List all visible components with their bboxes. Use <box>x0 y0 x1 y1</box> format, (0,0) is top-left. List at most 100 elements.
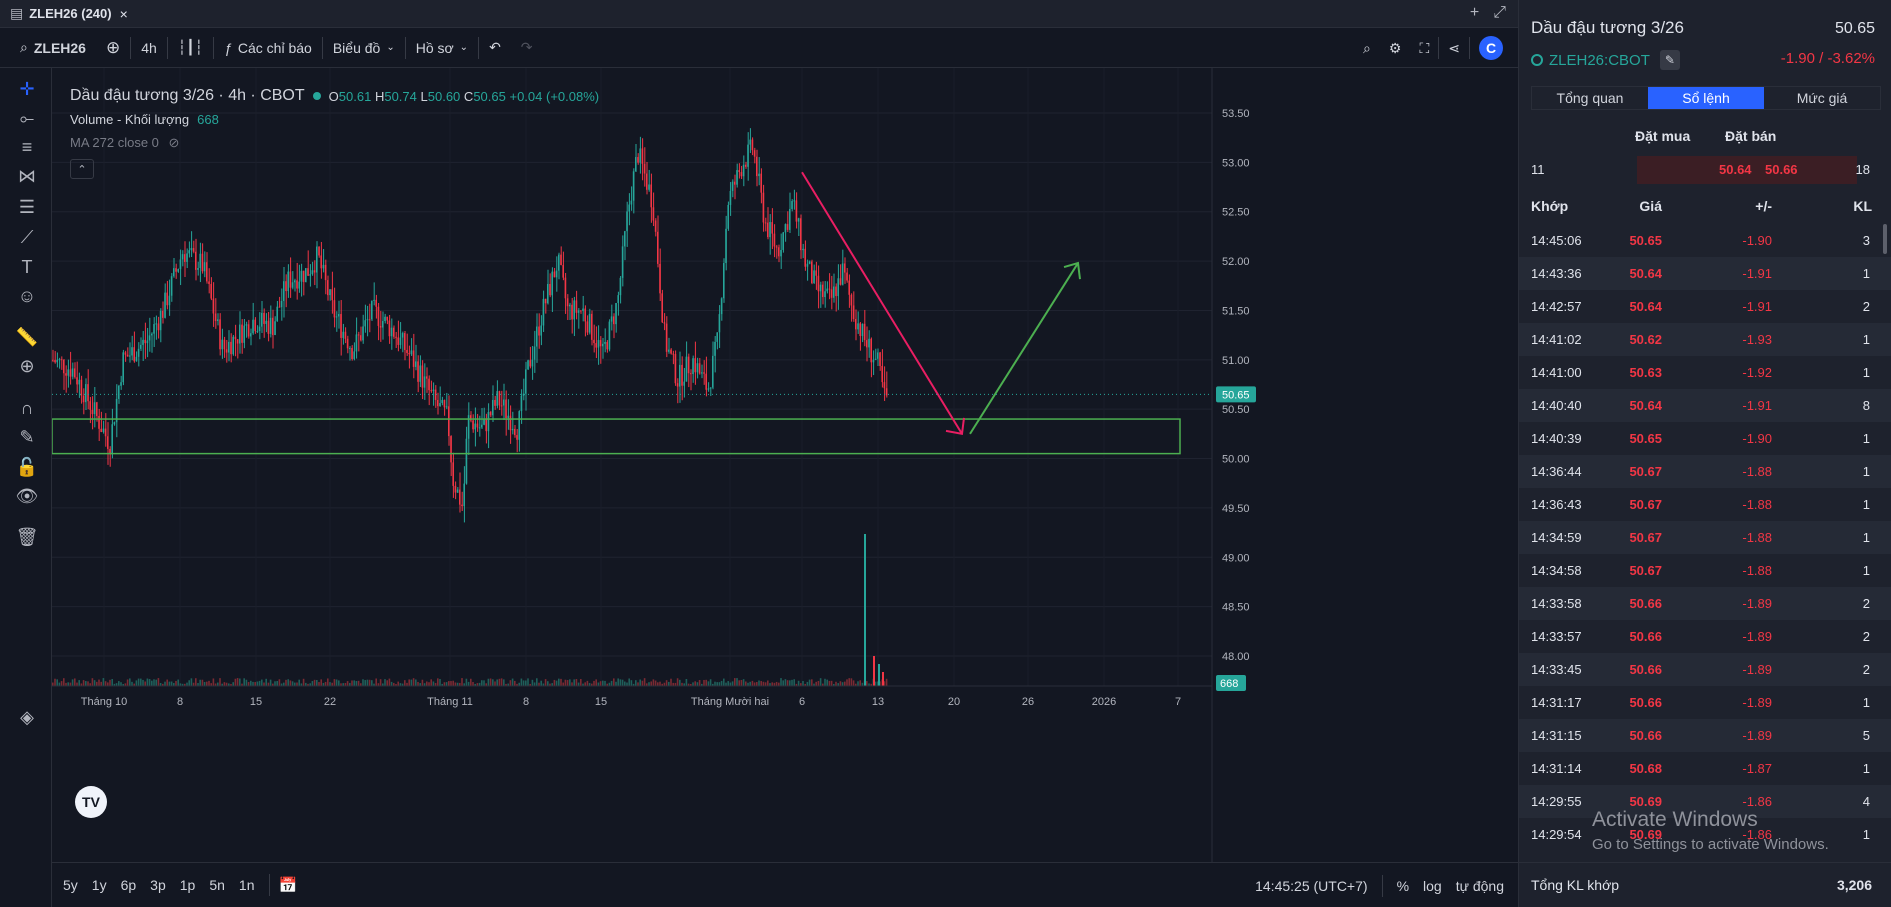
candle-body <box>476 423 479 428</box>
brush-icon[interactable]: ⟋ <box>20 226 34 247</box>
crosshair-icon[interactable]: ✛ <box>19 78 35 99</box>
undo-button[interactable]: ↶ <box>479 28 511 67</box>
horizontal-lines-icon[interactable]: ≡ <box>21 136 33 157</box>
close-icon[interactable]: × <box>119 5 128 22</box>
auto-toggle[interactable]: tự động <box>1455 877 1504 894</box>
fib-icon[interactable]: ☰ <box>18 196 36 217</box>
redo-button[interactable]: ↷ <box>511 28 543 67</box>
volume-bar <box>428 682 430 686</box>
volume-bar <box>335 679 338 686</box>
chart-canvas[interactable]: 53.50 53.00 52.50 52.00 51.50 51.00 50.50 50.00… <box>52 68 1518 862</box>
percent-toggle[interactable]: % <box>1396 877 1410 894</box>
time-tick-label: 26 <box>1022 696 1034 708</box>
timeframe-5y[interactable]: 5y <box>63 877 78 893</box>
quick-search-button[interactable]: ⌕ <box>1354 28 1380 68</box>
eye-icon[interactable]: 👁 <box>15 485 39 506</box>
volume-bar <box>478 682 481 686</box>
settings-button[interactable]: ⚙ <box>1380 28 1411 68</box>
emoji-icon[interactable]: ☺ <box>17 285 37 306</box>
candle-body <box>437 399 439 407</box>
interval-button[interactable]: 4h <box>141 39 157 56</box>
text-icon[interactable]: T <box>21 256 33 277</box>
candle-body <box>571 304 573 320</box>
brand-button[interactable]: C <box>1470 28 1512 68</box>
candle-body <box>245 324 248 326</box>
total-volume-row: Tổng KL khớp 3,206 <box>1519 862 1891 907</box>
candle-body <box>852 305 855 320</box>
candle-body <box>210 283 212 299</box>
candle-body <box>604 341 606 344</box>
chart-type-button[interactable]: ┆┃┆ <box>168 28 213 67</box>
magnet-icon[interactable]: ∩ <box>20 397 34 418</box>
trade-row: 14:31:14 50.68 -1.87 1 <box>1519 752 1891 785</box>
volume-bar <box>159 682 162 686</box>
tab-orderbook[interactable]: Sổ lệnh <box>1648 87 1764 109</box>
volume-bar <box>109 679 111 686</box>
add-icon[interactable]: + <box>1469 4 1480 21</box>
trades-list[interactable]: 14:45:06 50.65 -1.90 3 14:43:36 50.64 -1.91 1 14… <box>1519 224 1891 851</box>
candle-body <box>628 204 630 212</box>
volume-bar <box>406 682 408 686</box>
trades-scrollbar[interactable] <box>1883 224 1887 254</box>
chart-menu-button[interactable]: Biểu đồ ⌄ <box>323 28 405 67</box>
candle-body <box>89 401 91 410</box>
trend-line-icon[interactable]: ⟜ <box>19 107 35 128</box>
compare-button[interactable]: ⊕ <box>96 28 130 67</box>
layers-icon[interactable]: ◈ <box>20 706 34 727</box>
pencil-icon[interactable]: ✎ <box>1659 50 1680 70</box>
volume-bar <box>379 679 382 686</box>
candle-body <box>80 379 83 396</box>
indicators-button[interactable]: ƒ Các chỉ báo <box>214 28 322 67</box>
volume-bar <box>747 682 749 686</box>
candlestick-series <box>52 128 888 523</box>
stay-drawing-icon[interactable]: ✎ <box>19 426 35 447</box>
fullscreen-button[interactable]: ⛶ <box>1410 28 1438 68</box>
log-toggle[interactable]: log <box>1423 877 1442 894</box>
volume-bar <box>727 681 729 686</box>
expand-icon[interactable]: ⤢ <box>1493 4 1506 21</box>
eye-hidden-icon[interactable]: ⊘ <box>168 135 180 150</box>
candle-body <box>258 326 261 332</box>
volume-bar <box>703 679 705 686</box>
clock-label[interactable]: 14:45:25 (UTC+7) <box>1255 877 1368 894</box>
collapse-legend-button[interactable]: ⌃ <box>70 159 94 179</box>
timeframe-1p[interactable]: 1p <box>179 877 196 893</box>
ruler-icon[interactable]: 📏 <box>15 326 39 347</box>
zoom-in-icon[interactable]: ⊕ <box>19 355 35 376</box>
date-range-icon[interactable]: 📅 <box>278 877 298 894</box>
trash-icon[interactable]: 🗑 <box>15 526 39 547</box>
symbol-code[interactable]: ZLEH26:CBOT <box>1549 51 1650 69</box>
trade-qty: 1 <box>1862 266 1870 281</box>
volume-bar <box>503 679 505 686</box>
price-chart[interactable]: 53.50 53.00 52.50 52.00 51.50 51.00 50.50 50.00… <box>52 68 1518 862</box>
timeframe-6p[interactable]: 6p <box>120 877 137 893</box>
pattern-icon[interactable]: ⋈ <box>18 165 36 186</box>
candle-body <box>327 280 329 296</box>
volume-bar <box>80 683 83 686</box>
symbol-search-button[interactable]: ⌕ ZLEH26 <box>10 28 96 67</box>
timeframe-3p[interactable]: 3p <box>150 877 166 893</box>
volume-bar <box>151 680 153 686</box>
timeframe-5n[interactable]: 5n <box>209 877 225 893</box>
timeframe-1n[interactable]: 1n <box>238 877 255 893</box>
volume-bar <box>800 683 802 686</box>
candle-body <box>113 422 116 425</box>
candle-body <box>463 483 465 507</box>
instrument-symbol: ZLEH26:CBOT ✎ <box>1531 50 1680 70</box>
volume-bar <box>124 683 127 686</box>
volume-bar <box>813 683 815 686</box>
tab-overview[interactable]: Tổng quan <box>1556 90 1624 106</box>
tab-price-levels[interactable]: Mức giá <box>1796 90 1848 106</box>
candle-body <box>133 347 135 362</box>
volume-bar <box>773 682 776 686</box>
share-button[interactable]: ⋖ <box>1439 28 1469 68</box>
lock-icon[interactable]: 🔓 <box>15 456 39 477</box>
volume-bar <box>302 678 305 686</box>
timeframe-1y[interactable]: 1y <box>91 877 107 893</box>
candle-body <box>151 333 153 336</box>
trade-row: 14:45:06 50.65 -1.90 3 <box>1519 224 1891 257</box>
candle-body <box>492 399 494 416</box>
volume-bar <box>793 679 795 686</box>
tradingview-logo-icon[interactable]: TV <box>75 786 107 818</box>
profile-menu-button[interactable]: Hồ sơ ⌄ <box>406 28 478 67</box>
